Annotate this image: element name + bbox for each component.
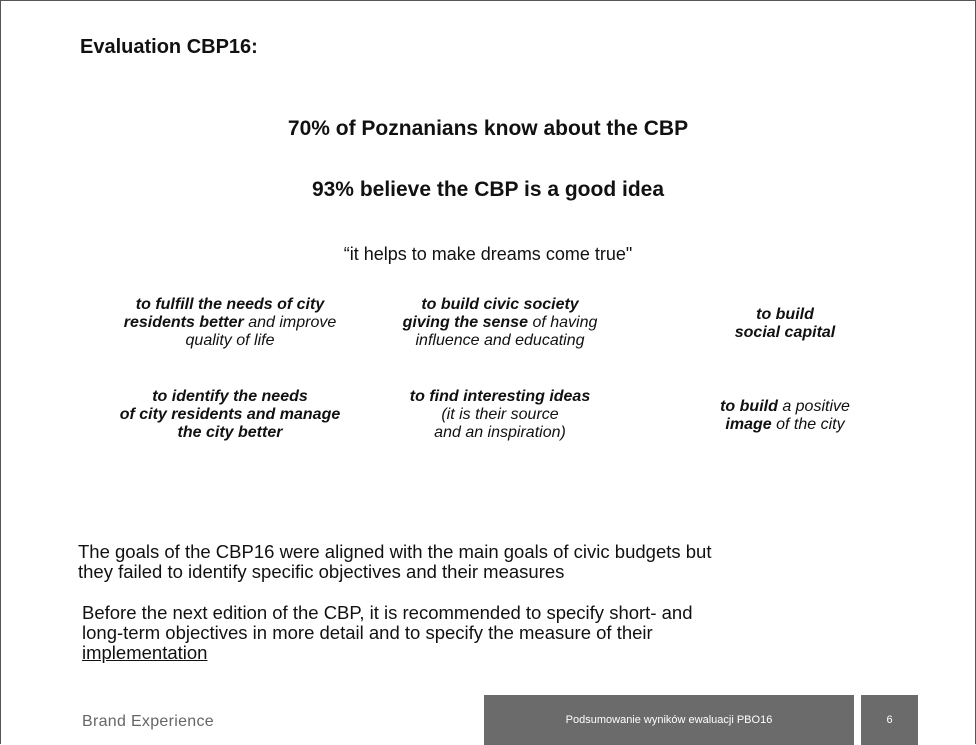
goal-bold: to fulfill the needs of city xyxy=(135,296,325,313)
goal-text: (it is their source xyxy=(441,406,559,423)
goal-bold: of city residents and manage xyxy=(119,406,341,423)
goal-bold: residents better xyxy=(123,314,244,331)
paragraph-line: they failed to identify specific objecti… xyxy=(78,561,565,582)
slide-title: Evaluation CBP16: xyxy=(80,36,258,58)
goal: to build a positive image of the city xyxy=(625,398,945,434)
goal-bold: social capital xyxy=(734,324,836,341)
page-number-text: 6 xyxy=(886,714,893,726)
goal: to find interesting ideas (it is their s… xyxy=(340,388,660,442)
goal: to fulfill the needs of city residents b… xyxy=(70,296,390,350)
footer-subtitle-text: Podsumowanie wyników ewaluacji PBO16 xyxy=(565,714,773,726)
paragraph-link: implementation xyxy=(82,642,208,663)
goal-text: quality of life xyxy=(185,332,275,349)
paragraph-line: The goals of the CBP16 were aligned with… xyxy=(78,541,712,562)
goal-bold: to identify the needs xyxy=(152,388,308,405)
paragraph: Before the next edition of the CBP, it i… xyxy=(82,603,693,663)
goal: to build civic society giving the sense … xyxy=(340,296,660,350)
brand: Brand Experience xyxy=(82,713,214,730)
goal-text: and an inspiration) xyxy=(434,424,566,441)
goal-text: and improve xyxy=(248,314,337,331)
goal: to identify the needs of city residents … xyxy=(70,388,390,442)
goal-bold: giving the sense xyxy=(402,314,528,331)
headline: 70% of Poznanians know about the CBP xyxy=(287,117,689,140)
goal-bold: image xyxy=(725,416,772,433)
goal-bold: to build civic society xyxy=(421,296,579,313)
paragraph: The goals of the CBP16 were aligned with… xyxy=(78,542,711,582)
goal-text: a positive xyxy=(782,398,850,415)
paragraph-line: Before the next edition of the CBP, it i… xyxy=(82,602,693,623)
goal-bold: to build xyxy=(756,306,814,323)
quote: “it helps to make dreams come true" xyxy=(343,244,633,264)
goal-text: of the city xyxy=(776,416,845,433)
goal-text: influence and educating xyxy=(415,332,585,349)
goal-bold: to find interesting ideas xyxy=(409,388,591,405)
footer-subtitle: Podsumowanie wyników ewaluacji PBO16 xyxy=(484,695,854,745)
goal-text: of having xyxy=(532,314,598,331)
page-number: 6 xyxy=(861,695,918,745)
goal-bold: the city better xyxy=(177,424,283,441)
headline: 93% believe the CBP is a good idea xyxy=(311,178,665,201)
goal-bold: to build xyxy=(720,398,778,415)
paragraph-line: long-term objectives in more detail and … xyxy=(82,622,653,643)
goal: to build social capital xyxy=(625,306,945,342)
